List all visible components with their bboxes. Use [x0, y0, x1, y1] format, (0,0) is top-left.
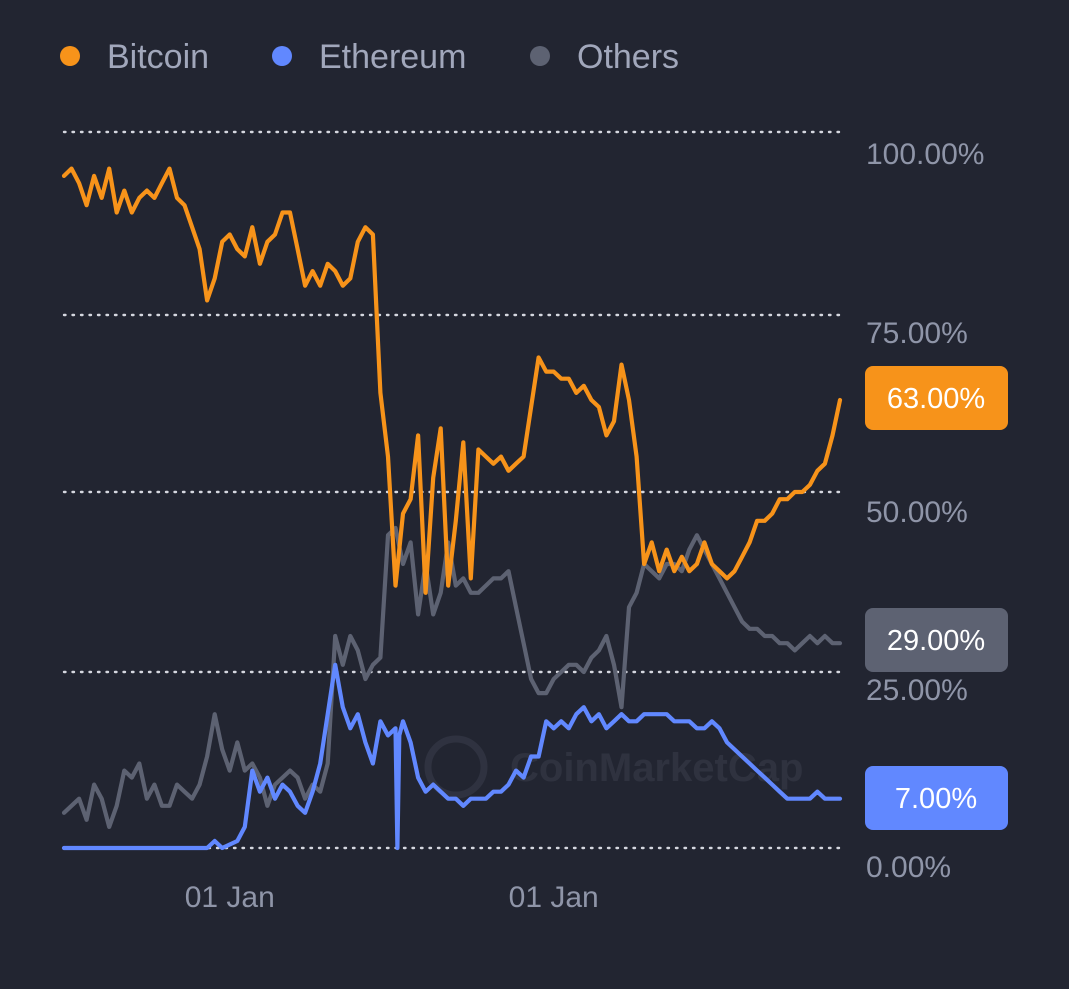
y-tick-label: 0.00%	[866, 851, 951, 884]
value-tag-label: 63.00%	[887, 383, 985, 415]
x-axis: 01 Jan 01 Jan	[185, 881, 599, 914]
legend-label-others: Others	[577, 38, 679, 76]
x-tick-label: 01 Jan	[509, 881, 599, 914]
watermark-logo	[424, 735, 488, 799]
value-tag-bg	[865, 608, 1008, 672]
legend-dot-ethereum	[272, 46, 292, 66]
legend-dot-bitcoin	[60, 46, 80, 66]
watermark: CoinMarketCap	[424, 735, 803, 799]
value-tags: 63.00% 7.00% 29.00%	[865, 366, 1008, 830]
y-tick-label: 100.00%	[866, 138, 984, 171]
grid-lines	[62, 130, 842, 850]
series-line-bitcoin	[61, 166, 843, 595]
y-tick-label: 50.00%	[866, 496, 968, 529]
y-tick-label: 75.00%	[866, 317, 968, 350]
value-tag-others: 29.00%	[865, 608, 1008, 672]
watermark-text: CoinMarketCap	[510, 746, 803, 790]
value-tag-label: 29.00%	[887, 625, 985, 657]
y-tick-label: 25.00%	[866, 674, 968, 707]
legend-label-ethereum: Ethereum	[319, 38, 466, 76]
legend-label-bitcoin: Bitcoin	[107, 38, 209, 76]
value-tag-bg	[865, 766, 1008, 830]
legend-dot-others	[530, 46, 550, 66]
series-line-ethereum	[61, 662, 843, 851]
x-tick-label: 01 Jan	[185, 881, 275, 914]
value-tag-label: 7.00%	[895, 783, 977, 815]
value-tag-bitcoin: 63.00%	[865, 366, 1008, 430]
y-axis: 100.00% 75.00% 50.00% 25.00% 0.00%	[866, 138, 984, 884]
value-tag-bg	[865, 366, 1008, 430]
series-layer	[61, 166, 843, 851]
legend: Bitcoin Ethereum Others	[60, 38, 679, 76]
value-tag-ethereum: 7.00%	[865, 766, 1008, 830]
